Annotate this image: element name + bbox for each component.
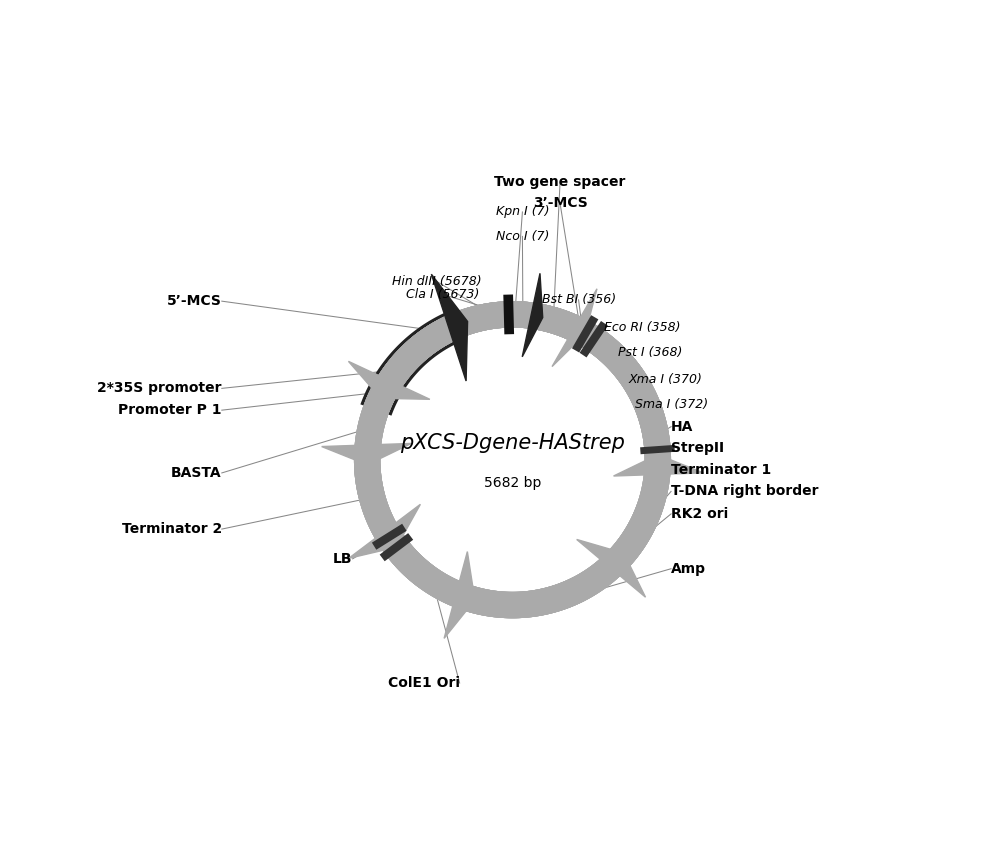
- Polygon shape: [522, 274, 543, 357]
- Text: Sma I (372): Sma I (372): [635, 398, 709, 411]
- Polygon shape: [354, 301, 662, 619]
- Text: 3’-MCS: 3’-MCS: [533, 196, 587, 210]
- Text: T-DNA right border: T-DNA right border: [671, 485, 819, 498]
- Polygon shape: [354, 301, 671, 619]
- Polygon shape: [354, 301, 671, 619]
- Text: Cla I (5673): Cla I (5673): [406, 288, 480, 301]
- Text: Two gene spacer: Two gene spacer: [494, 175, 626, 190]
- Polygon shape: [349, 505, 420, 559]
- Text: 2*35S promoter: 2*35S promoter: [97, 381, 222, 396]
- Text: Amp: Amp: [671, 562, 706, 576]
- Polygon shape: [365, 301, 671, 619]
- Polygon shape: [444, 552, 475, 638]
- Polygon shape: [360, 309, 465, 415]
- Text: pXCS-Dgene-HAStrep: pXCS-Dgene-HAStrep: [400, 433, 625, 453]
- Polygon shape: [354, 301, 671, 619]
- Text: 5682 bp: 5682 bp: [484, 476, 541, 490]
- Text: Eco RI (358): Eco RI (358): [604, 321, 680, 334]
- Polygon shape: [348, 361, 430, 399]
- Polygon shape: [431, 275, 468, 381]
- Polygon shape: [322, 444, 411, 465]
- Text: ColE1 Ori: ColE1 Ori: [388, 676, 460, 690]
- Text: Terminator 1: Terminator 1: [671, 462, 771, 477]
- Text: Bst BI (356): Bst BI (356): [542, 293, 616, 306]
- Text: LB: LB: [333, 552, 353, 565]
- Polygon shape: [474, 302, 540, 331]
- Text: 5’-MCS: 5’-MCS: [167, 294, 222, 308]
- Text: BASTA: BASTA: [171, 466, 222, 480]
- Text: RK2 ori: RK2 ori: [671, 507, 728, 521]
- Text: Nco I (7): Nco I (7): [496, 230, 549, 243]
- Text: Kpn I (7): Kpn I (7): [496, 205, 549, 219]
- Polygon shape: [577, 540, 646, 597]
- Polygon shape: [614, 455, 703, 476]
- Text: Hin dIII (5678): Hin dIII (5678): [392, 275, 481, 287]
- Text: StrepII: StrepII: [671, 441, 724, 455]
- Text: Pst I (368): Pst I (368): [618, 346, 683, 360]
- Polygon shape: [519, 301, 587, 343]
- Polygon shape: [354, 301, 671, 588]
- Text: HA: HA: [671, 420, 693, 433]
- Polygon shape: [552, 289, 597, 366]
- Text: Xma I (370): Xma I (370): [629, 372, 703, 385]
- Text: Promoter P 1: Promoter P 1: [118, 403, 222, 417]
- Text: Terminator 2: Terminator 2: [122, 522, 222, 536]
